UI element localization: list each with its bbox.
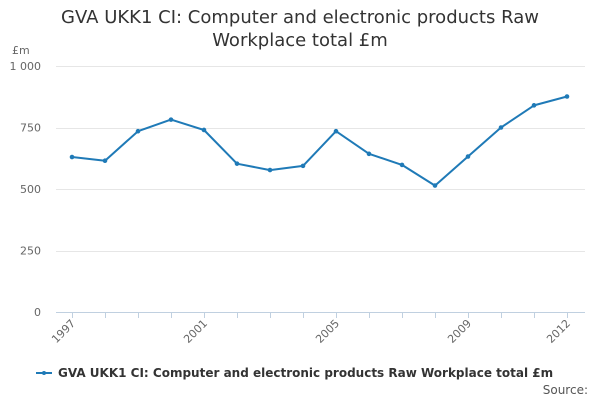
x-tick-label: 2009	[445, 317, 474, 346]
y-axis: 0 250 500 750 1 000	[10, 60, 42, 319]
y-tick-label: 500	[20, 183, 41, 196]
data-point[interactable]	[300, 163, 306, 169]
data-point[interactable]	[234, 161, 240, 166]
chart-title: GVA UKK1 CI: Computer and electronic pro…	[0, 6, 600, 52]
data-point[interactable]	[135, 128, 141, 134]
data-point[interactable]	[168, 117, 174, 122]
legend-line-marker-icon	[36, 367, 52, 379]
data-point[interactable]	[531, 103, 537, 108]
data-point[interactable]	[102, 158, 108, 164]
data-point[interactable]	[366, 151, 372, 157]
data-point[interactable]	[432, 183, 438, 188]
x-tick-label: 2012	[544, 317, 573, 346]
data-point[interactable]	[267, 167, 273, 173]
data-point[interactable]	[69, 154, 75, 160]
x-axis: 1997 2001 2005 2009 2012	[49, 312, 573, 346]
y-tick-label: 750	[20, 122, 41, 135]
series-group	[69, 94, 570, 188]
y-axis-unit-label: £m	[12, 44, 30, 57]
legend[interactable]: GVA UKK1 CI: Computer and electronic pro…	[36, 364, 553, 382]
x-tick-label: 2005	[313, 317, 342, 346]
x-tick-label: 2001	[181, 317, 210, 346]
data-point[interactable]	[201, 127, 207, 133]
data-point[interactable]	[333, 128, 339, 134]
y-tick-label: 0	[34, 306, 41, 319]
data-point[interactable]	[399, 162, 405, 168]
gridlines	[56, 66, 585, 313]
data-point[interactable]	[498, 125, 504, 130]
y-tick-label: 1 000	[10, 60, 42, 73]
data-point[interactable]	[465, 154, 471, 159]
data-point[interactable]	[564, 94, 570, 99]
legend-series-label: GVA UKK1 CI: Computer and electronic pro…	[58, 366, 554, 380]
y-tick-label: 250	[20, 245, 41, 258]
series-line	[71, 95, 568, 187]
source-credit: Source:	[542, 383, 588, 397]
chart-title-text: GVA UKK1 CI: Computer and electronic pro…	[61, 7, 539, 51]
x-tick-label: 1997	[49, 317, 78, 346]
